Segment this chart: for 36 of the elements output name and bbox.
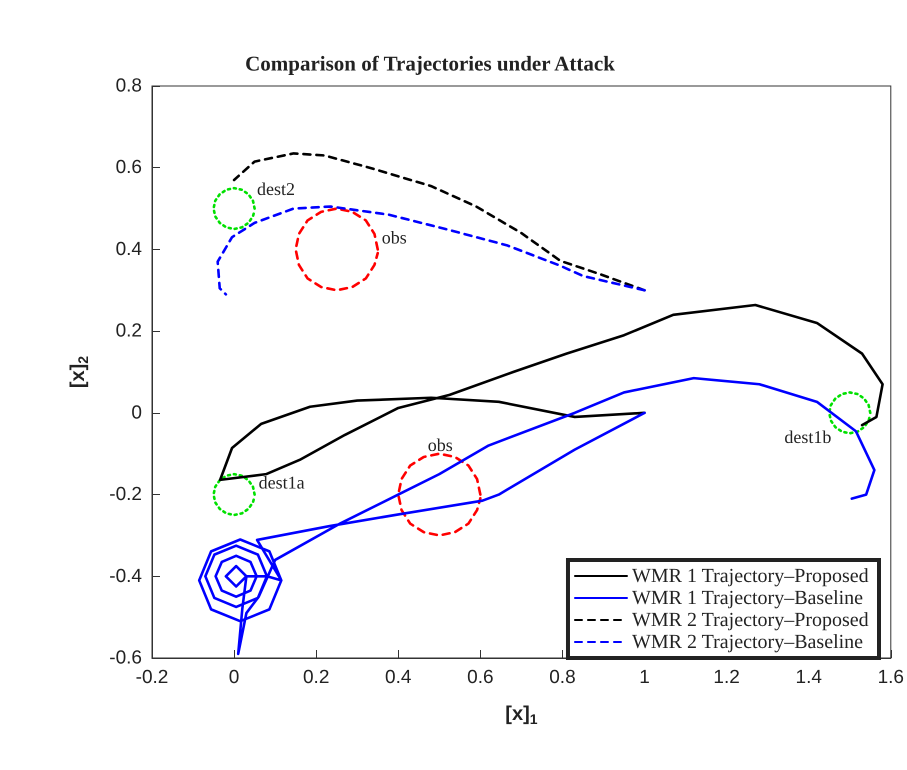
- annotation: dest2: [256, 178, 295, 199]
- line-series: [198, 376, 876, 656]
- line-series: [232, 152, 646, 292]
- y-tick-label: -0.6: [109, 648, 142, 668]
- legend-label: WMR 1 Trajectory–Baseline: [632, 587, 864, 609]
- legend-label: WMR 1 Trajectory–Proposed: [632, 565, 869, 587]
- chart-title: Comparison of Trajectories under Attack: [245, 52, 616, 76]
- x-tick-label: 0: [228, 667, 240, 688]
- annotation: obs: [428, 434, 453, 455]
- y-tick-label: 0.8: [116, 76, 142, 96]
- x-tick-label: 1: [639, 667, 650, 688]
- x-tick-label: 0.2: [302, 667, 330, 688]
- x-tick-label: 1.6: [878, 667, 904, 688]
- line-series: [396, 452, 482, 537]
- annotation: dest1a: [258, 472, 305, 493]
- annotation: obs: [382, 227, 407, 248]
- line-series: [212, 186, 256, 230]
- y-tick-label: -0.2: [109, 484, 142, 506]
- y-tick-label: -0.4: [109, 566, 142, 587]
- y-tick-label: 0.6: [116, 157, 142, 178]
- x-tick-label: -0.2: [136, 667, 168, 688]
- x-tick-label: 1.2: [713, 667, 740, 688]
- y-tick-label: 0.2: [116, 320, 142, 342]
- line-series: [212, 472, 256, 516]
- x-tick-label: 1.4: [795, 667, 822, 688]
- line-series: [216, 205, 646, 296]
- annotation: dest1b: [784, 427, 832, 448]
- y-axis-title: [x]2: [67, 356, 91, 388]
- x-tick-label: 0.4: [385, 667, 412, 688]
- line-series: [294, 207, 380, 292]
- x-tick-label: 0.8: [549, 667, 576, 688]
- y-tick-label: 0.4: [116, 238, 142, 260]
- y-tick-label: 0: [131, 402, 142, 424]
- legend-label: WMR 2 Trajectory–Proposed: [632, 609, 869, 631]
- legend-label: WMR 2 Trajectory–Baseline: [632, 631, 864, 653]
- x-tick-label: 0.6: [467, 667, 494, 688]
